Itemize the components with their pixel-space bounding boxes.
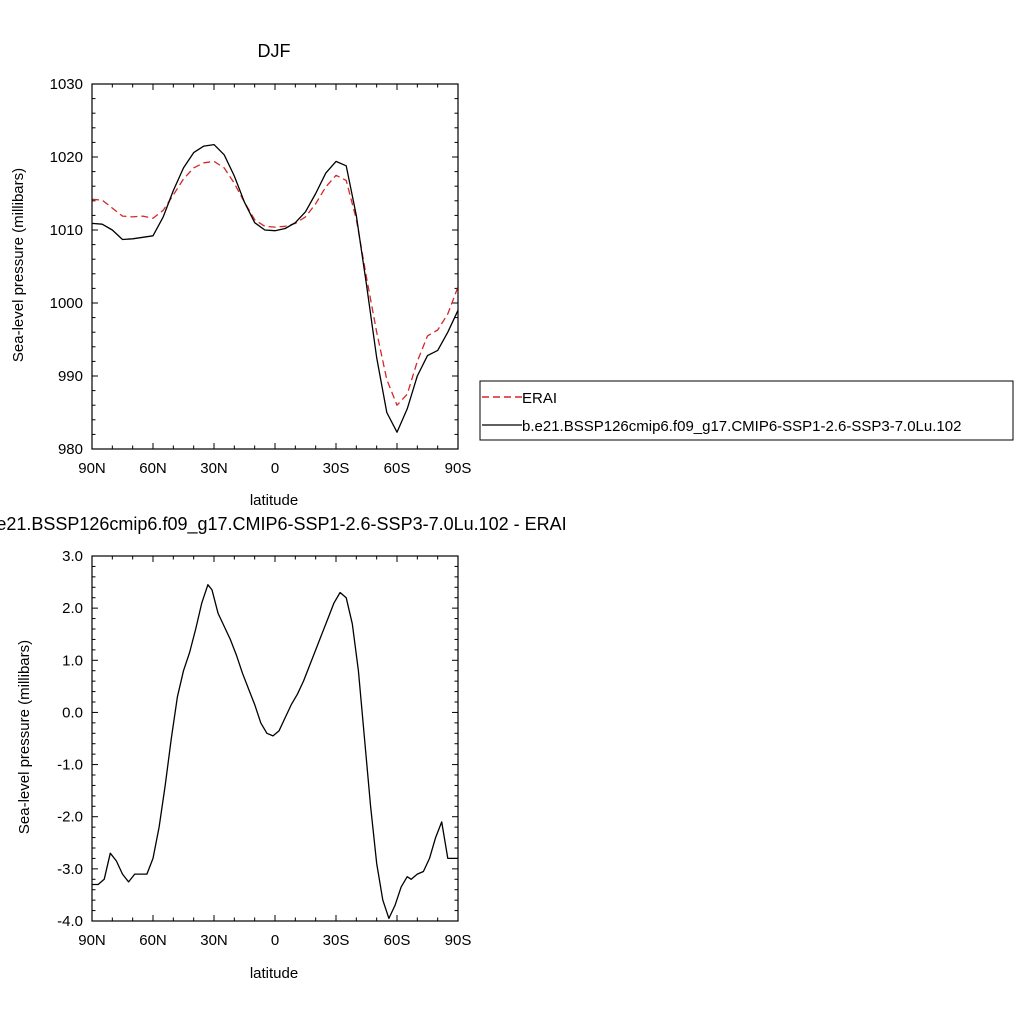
- x-axis-label: latitude: [250, 965, 298, 982]
- y-tick-label: 1000: [50, 295, 83, 312]
- y-axis-label: Sea-level pressure (millibars): [10, 168, 27, 362]
- y-tick-label: -2.0: [57, 809, 83, 826]
- x-tick-label: 60S: [384, 932, 411, 949]
- top-panel: DJF Sea-level pressure (millibars) latit…: [10, 41, 471, 509]
- y-tick-label: -3.0: [57, 861, 83, 878]
- plot-frame: [91, 555, 459, 922]
- x-tick-label: 30N: [200, 932, 228, 949]
- series-group: [92, 584, 458, 920]
- legend: ERAI b.e21.BSSP126cmip6.f09_g17.CMIP6-SS…: [479, 380, 1014, 441]
- y-tick-label: 2.0: [62, 600, 83, 617]
- y-tick-label: 1010: [50, 222, 83, 239]
- x-tick-label: 0: [271, 460, 279, 477]
- x-axis-label: latitude: [250, 492, 298, 509]
- y-tick-label: 1030: [50, 76, 83, 93]
- x-tick-label: 60N: [139, 460, 167, 477]
- chart-title: DJF: [258, 41, 291, 61]
- tick-group: 90N 60N 30N 0 30S 60S 90S 980 990 1000 1010 1020 103…: [50, 76, 472, 477]
- y-tick-label: 990: [58, 368, 83, 385]
- x-tick-label: 90N: [78, 460, 106, 477]
- x-tick-label: 0: [271, 932, 279, 949]
- chart-title: b.e21.BSSP126cmip6.f09_g17.CMIP6-SSP1-2.…: [0, 514, 567, 535]
- x-tick-label: 60S: [384, 460, 411, 477]
- x-tick-label: 30S: [323, 460, 350, 477]
- y-tick-label: -1.0: [57, 757, 83, 774]
- series-group: [91, 143, 459, 433]
- y-axis-label: Sea-level pressure (millibars): [16, 640, 33, 834]
- bottom-panel: b.e21.BSSP126cmip6.f09_g17.CMIP6-SSP1-2.…: [0, 514, 567, 982]
- series-line-1: [91, 143, 459, 433]
- y-tick-label: 1.0: [62, 652, 83, 669]
- x-tick-label: 90S: [445, 460, 472, 477]
- x-tick-label: 60N: [139, 932, 167, 949]
- x-tick-label: 30S: [323, 932, 350, 949]
- series-line-0: [91, 160, 459, 406]
- x-tick-label: 90N: [78, 932, 106, 949]
- x-tick-label: 90S: [445, 932, 472, 949]
- plot-frame: [91, 83, 459, 450]
- y-tick-label: 0.0: [62, 704, 83, 721]
- tick-group: 90N 60N 30N 0 30S 60S 90S -4.0 -3.0 -2.0 -1.0 0.0 1.…: [57, 548, 471, 949]
- y-tick-label: -4.0: [57, 913, 83, 930]
- y-tick-label: 980: [58, 441, 83, 458]
- legend-label-erai: ERAI: [522, 390, 557, 407]
- y-tick-label: 3.0: [62, 548, 83, 565]
- legend-label-model: b.e21.BSSP126cmip6.f09_g17.CMIP6-SSP1-2.…: [522, 418, 961, 435]
- series-line-0: [92, 584, 458, 920]
- x-tick-label: 30N: [200, 460, 228, 477]
- y-tick-label: 1020: [50, 149, 83, 166]
- legend-box: [479, 380, 1014, 441]
